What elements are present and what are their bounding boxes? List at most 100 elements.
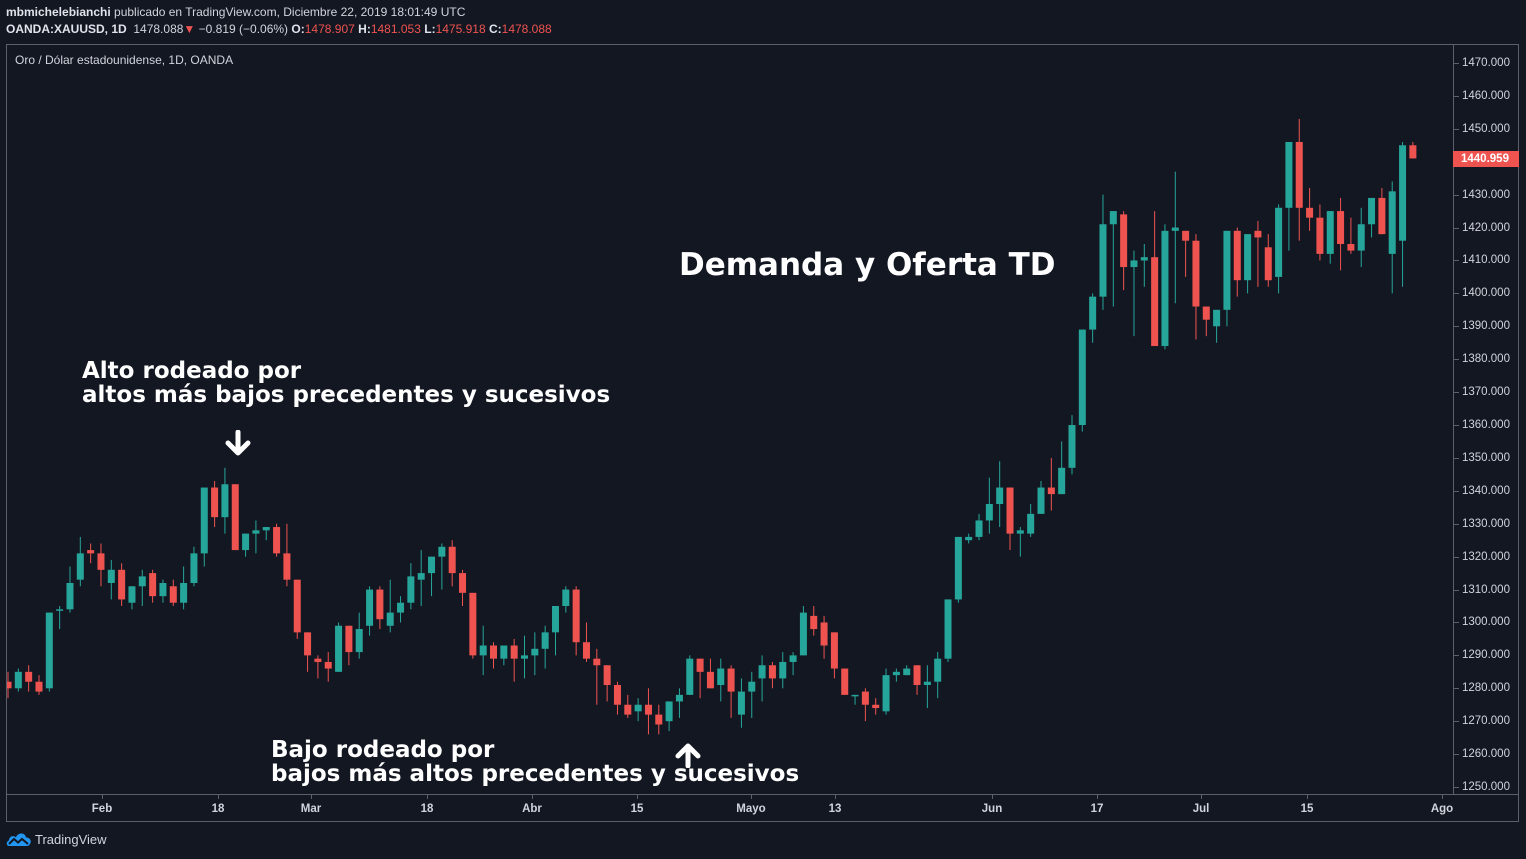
time-tick — [751, 795, 752, 799]
open-value: 1478.907 — [304, 22, 355, 36]
price-tick-label: 1360.000 — [1462, 419, 1510, 431]
price-tick-label: 1350.000 — [1462, 451, 1510, 464]
price-tick — [1454, 359, 1459, 361]
price-tick — [1454, 754, 1459, 756]
annotation-high-line2: altos más bajos precedentes y sucesivos — [82, 382, 611, 408]
time-tick — [835, 795, 836, 799]
time-tick-label: Ago — [1430, 803, 1454, 815]
price-tick-label: 1340.000 — [1462, 484, 1510, 497]
time-axis[interactable]: Feb 18 Mar 18 Abr 15 Mayo 13 Jun 17 Jul 15 Ago — [7, 794, 1518, 822]
change-value: −0.819 (−0.06%) — [198, 22, 289, 36]
price-tick-label: 1420.000 — [1462, 221, 1510, 234]
price-tick — [1454, 655, 1459, 657]
time-tick — [218, 795, 219, 799]
price-tick — [1454, 95, 1459, 97]
ohlc-legend: OANDA:XAUUSD, 1D 1478.088▼ −0.819 (−0.06… — [6, 22, 552, 36]
price-axis[interactable]: 1470.0001460.0001450.0001440.0001430.000… — [1453, 45, 1519, 794]
price-tick — [1454, 260, 1459, 262]
time-tick — [1201, 795, 1202, 799]
time-tick-label: 15 — [630, 803, 644, 815]
price-tick — [1454, 425, 1459, 426]
high-label: H: — [358, 22, 371, 36]
time-tick-label: Feb — [91, 803, 113, 815]
publish-info: mbmichelebianchi publicado en TradingVie… — [6, 5, 465, 19]
price-tick-label: 1460.000 — [1462, 89, 1510, 102]
last-value: 1478.088 — [133, 22, 184, 36]
brand-label: TradingView — [35, 831, 107, 847]
time-tick-label: 15 — [1300, 803, 1314, 815]
time-tick — [1307, 795, 1308, 799]
price-tick — [1454, 622, 1459, 624]
price-tick-label: 1260.000 — [1462, 748, 1510, 761]
time-tick — [427, 795, 428, 799]
time-tick — [532, 795, 533, 799]
price-tick-label: 1290.000 — [1462, 649, 1510, 662]
time-tick — [102, 795, 103, 799]
price-tick — [1454, 688, 1459, 690]
price-tick-label: 1410.000 — [1462, 254, 1510, 267]
price-tick-label: 1450.000 — [1462, 122, 1510, 135]
low-label: L: — [424, 22, 436, 36]
price-tick — [1454, 787, 1459, 789]
time-tick-label: 18 — [420, 803, 434, 815]
open-label: O: — [291, 22, 305, 36]
price-tick-label: 1470.000 — [1462, 57, 1510, 69]
tradingview-logo[interactable]: TradingView — [6, 831, 107, 847]
last-price-label: 1440.959 — [1453, 150, 1519, 167]
close-label: C: — [488, 22, 502, 36]
author-name[interactable]: mbmichelebianchi — [6, 5, 111, 19]
tradingview-cloud-icon — [6, 833, 31, 846]
chart-frame — [6, 44, 1519, 822]
time-tick-label: Jul — [1192, 803, 1210, 815]
price-tick — [1454, 721, 1459, 723]
price-tick-label: 1370.000 — [1462, 386, 1510, 399]
price-tick-label: 1310.000 — [1462, 583, 1510, 596]
annotation-title[interactable]: Demanda y Oferta TD — [679, 247, 1056, 283]
time-tick-label: Jun — [981, 803, 1003, 815]
time-tick — [1442, 795, 1443, 799]
annotation-low[interactable]: Bajo rodeado por bajos más altos precede… — [271, 739, 799, 787]
price-tick — [1454, 128, 1459, 130]
time-tick-label: 17 — [1090, 803, 1104, 815]
price-tick-label: 1330.000 — [1462, 517, 1510, 530]
published-text: publicado en TradingView.com, Diciembre … — [110, 5, 466, 19]
annotation-low-line2: bajos más altos precedentes y sucesivos — [271, 761, 800, 787]
annotation-high[interactable]: Alto rodeado por altos más bajos precede… — [82, 360, 610, 408]
candlestick-series — [7, 118, 1417, 735]
price-tick — [1454, 63, 1459, 64]
down-arrow-icon: ▼ — [183, 22, 196, 36]
price-tick-label: 1380.000 — [1462, 353, 1510, 366]
time-tick-label: 18 — [211, 803, 225, 815]
price-tick-label: 1390.000 — [1462, 320, 1510, 333]
price-tick-label: 1320.000 — [1462, 550, 1510, 563]
price-tick — [1454, 589, 1459, 591]
price-tick — [1454, 293, 1459, 295]
high-value: 1481.053 — [370, 22, 421, 36]
time-tick — [637, 795, 638, 799]
time-tick-label: Mar — [300, 803, 322, 815]
price-tick-label: 1400.000 — [1462, 287, 1510, 300]
price-tick — [1454, 556, 1459, 558]
price-tick — [1454, 490, 1459, 492]
annotation-low-line1: Bajo rodeado por — [271, 737, 495, 763]
price-tick-label: 1280.000 — [1462, 682, 1510, 695]
time-tick — [311, 795, 312, 799]
price-tick — [1454, 227, 1459, 229]
price-tick — [1454, 194, 1459, 196]
price-tick-label: 1300.000 — [1462, 616, 1510, 629]
symbol-label: OANDA:XAUUSD, 1D — [6, 22, 127, 36]
price-tick-label: 1430.000 — [1462, 188, 1510, 201]
arrow-down-icon[interactable] — [224, 430, 252, 458]
arrow-up-icon[interactable] — [674, 742, 702, 768]
time-tick — [1097, 795, 1098, 799]
price-tick — [1454, 523, 1459, 525]
price-tick — [1454, 326, 1459, 328]
chart-plot-area[interactable] — [7, 45, 1453, 794]
chart-title: Oro / Dólar estadounidense, 1D, OANDA — [15, 53, 234, 67]
time-tick — [992, 795, 993, 799]
low-value: 1475.918 — [435, 22, 486, 36]
price-tick-label: 1270.000 — [1462, 715, 1510, 728]
close-value: 1478.088 — [501, 22, 552, 36]
price-tick-label: 1250.000 — [1462, 781, 1510, 794]
price-tick — [1454, 392, 1459, 394]
